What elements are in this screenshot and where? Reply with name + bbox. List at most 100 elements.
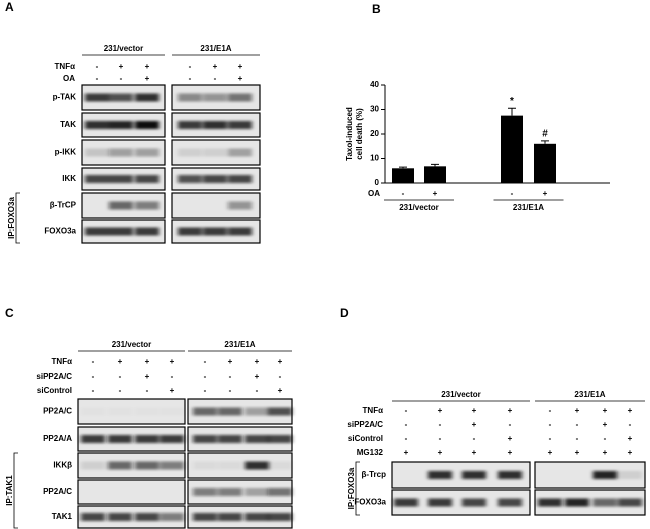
y-tick-label: 30: [370, 105, 379, 114]
condition-label: TNFα: [55, 62, 76, 71]
group-label: 231/E1A: [574, 390, 605, 399]
condition-mark: +: [278, 386, 283, 395]
blot-frame: [77, 479, 186, 505]
condition-mark: -: [229, 372, 232, 381]
band: [178, 121, 202, 129]
blot-bands: [193, 435, 292, 443]
blot-label: IKKβ: [53, 461, 72, 470]
blot-frame: [171, 192, 261, 219]
blot-label: FOXO3a: [354, 498, 386, 507]
annotation: #: [542, 129, 548, 140]
condition-mark: +: [145, 62, 150, 71]
blot-bands: [85, 227, 159, 236]
band: [218, 461, 242, 470]
blot-background: [78, 480, 185, 504]
y-tick-label: 20: [370, 129, 379, 138]
band: [109, 227, 133, 236]
condition-mark: +: [404, 448, 409, 457]
band: [178, 175, 202, 183]
ip-bracket: [15, 192, 20, 244]
condition-label: siControl: [37, 386, 72, 395]
condition-mark: +: [255, 357, 260, 366]
band: [109, 121, 133, 129]
condition-mark: -: [256, 386, 259, 395]
condition-mark: +: [508, 448, 513, 457]
blot-frame: [81, 139, 166, 166]
band: [160, 408, 184, 416]
condition-mark: +: [472, 448, 477, 457]
condition-mark: -: [405, 420, 408, 429]
condition-mark: -: [629, 420, 632, 429]
band: [218, 407, 242, 416]
condition-mark: +: [628, 448, 633, 457]
x-tick-label: -: [402, 189, 405, 198]
band: [218, 435, 242, 443]
condition-label: siPP2A/C: [36, 372, 72, 381]
band: [245, 435, 269, 443]
condition-mark: -: [119, 372, 122, 381]
group-label: 231/E1A: [224, 340, 255, 349]
band: [85, 93, 109, 102]
condition-mark: +: [278, 357, 283, 366]
band: [135, 148, 159, 157]
condition-label: OA: [63, 74, 75, 83]
y-tick-label: 10: [370, 154, 379, 163]
condition-mark: -: [189, 62, 192, 71]
group-label: 231/vector: [441, 390, 481, 399]
band: [245, 461, 269, 470]
row-label: OA: [368, 189, 380, 198]
annotation: *: [510, 96, 514, 107]
condition-mark: +: [238, 74, 243, 83]
panel-letter: C: [5, 306, 14, 320]
condition-mark: +: [548, 448, 553, 457]
band: [593, 471, 617, 479]
group-label: 231/vector: [399, 203, 439, 212]
band: [428, 498, 452, 507]
blot-label: β-TrCP: [50, 201, 77, 210]
band: [228, 121, 252, 129]
y-axis-label: cell death (%): [355, 108, 364, 160]
x-tick-label: -: [511, 189, 514, 198]
band: [245, 513, 269, 521]
band: [160, 461, 184, 470]
blot-label: β-Trcp: [362, 470, 387, 479]
band: [593, 498, 617, 507]
condition-mark: +: [118, 357, 123, 366]
band: [193, 488, 217, 496]
condition-mark: -: [204, 386, 207, 395]
ip-bracket: [13, 452, 18, 529]
blot-bands: [193, 461, 292, 470]
band: [203, 93, 227, 102]
band: [193, 513, 217, 521]
condition-mark: -: [473, 434, 476, 443]
blot-frame: [391, 461, 531, 489]
ip-label: IP:TAK1: [5, 475, 14, 506]
band: [538, 498, 562, 507]
error-bar: [508, 107, 516, 116]
blot-frame: [171, 219, 261, 244]
band: [81, 435, 105, 443]
blot-bands: [193, 407, 292, 416]
condition-label: MG132: [357, 448, 384, 457]
ip-label: IP:FOXO3a: [347, 467, 356, 509]
condition-mark: -: [279, 372, 282, 381]
condition-mark: +: [438, 406, 443, 415]
band: [618, 498, 642, 507]
blot-bands: [85, 121, 159, 129]
blot-bands: [193, 488, 292, 496]
band: [268, 407, 292, 416]
band: [135, 435, 159, 443]
error-bar: [541, 140, 549, 144]
blot-label: PP2A/A: [43, 434, 72, 443]
band: [108, 461, 132, 470]
condition-mark: -: [214, 74, 217, 83]
band: [268, 513, 292, 521]
band: [228, 175, 252, 183]
band: [109, 201, 133, 210]
band: [193, 435, 217, 443]
condition-label: siPP2A/C: [347, 420, 383, 429]
condition-mark: +: [145, 74, 150, 83]
band: [135, 408, 159, 416]
blot-bands: [81, 461, 184, 470]
